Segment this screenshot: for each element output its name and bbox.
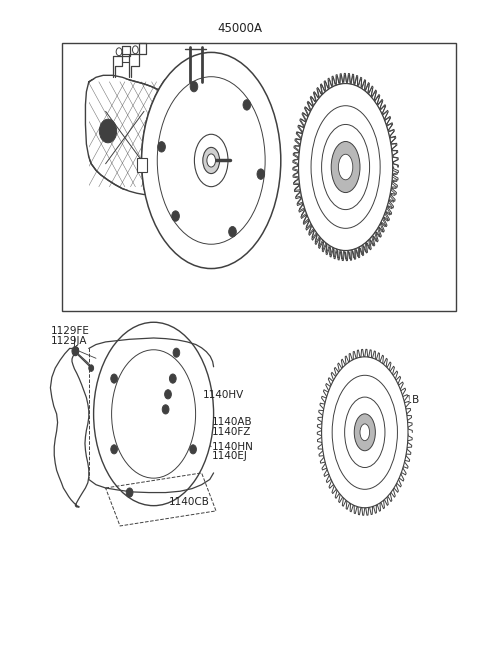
Circle shape [162, 405, 169, 414]
Text: 42121B: 42121B [379, 394, 420, 405]
Ellipse shape [142, 52, 281, 269]
Circle shape [169, 374, 176, 383]
Circle shape [111, 374, 118, 383]
Ellipse shape [322, 124, 370, 210]
Text: 1140AB: 1140AB [212, 417, 253, 428]
Circle shape [172, 211, 180, 221]
Ellipse shape [360, 424, 370, 441]
Ellipse shape [311, 105, 380, 229]
Text: 1140HN: 1140HN [212, 441, 254, 452]
Bar [180, 0, 480, 655]
Circle shape [72, 346, 79, 356]
Ellipse shape [207, 154, 216, 167]
Text: 1140CB: 1140CB [169, 497, 210, 508]
Polygon shape [317, 349, 412, 515]
Circle shape [89, 365, 94, 371]
Circle shape [190, 81, 198, 92]
Circle shape [173, 348, 180, 357]
Ellipse shape [331, 141, 360, 193]
Text: 1129JA: 1129JA [50, 335, 87, 346]
Ellipse shape [322, 357, 408, 508]
Text: 1129FE: 1129FE [50, 326, 89, 337]
Ellipse shape [332, 375, 397, 489]
Ellipse shape [194, 134, 228, 187]
Circle shape [111, 445, 118, 454]
Ellipse shape [311, 105, 380, 229]
Bar [89, 79, 180, 190]
Ellipse shape [299, 84, 393, 250]
Ellipse shape [94, 322, 214, 506]
Bar [0, 190, 480, 655]
Polygon shape [293, 73, 398, 261]
Ellipse shape [157, 77, 265, 244]
Circle shape [165, 390, 171, 399]
Text: 1140FZ: 1140FZ [212, 426, 252, 437]
Ellipse shape [338, 155, 353, 179]
Text: 45000A: 45000A [217, 22, 263, 35]
Circle shape [257, 169, 264, 179]
Ellipse shape [322, 124, 370, 210]
Circle shape [190, 445, 196, 454]
Circle shape [158, 141, 166, 152]
Ellipse shape [354, 414, 375, 451]
Bar [0, 0, 480, 79]
Bar [62, 43, 456, 311]
Text: 1140EJ: 1140EJ [212, 451, 248, 461]
Bar [62, 43, 456, 311]
Circle shape [99, 119, 117, 143]
Ellipse shape [331, 141, 360, 193]
Ellipse shape [338, 155, 353, 179]
Ellipse shape [203, 147, 219, 174]
Circle shape [228, 227, 236, 237]
Circle shape [126, 488, 133, 497]
Bar [0, 0, 89, 655]
Text: 1140HV: 1140HV [203, 390, 244, 400]
Circle shape [243, 100, 251, 110]
Ellipse shape [299, 84, 393, 250]
Ellipse shape [345, 397, 385, 468]
Ellipse shape [111, 350, 196, 478]
Circle shape [376, 417, 382, 425]
FancyBboxPatch shape [137, 158, 147, 172]
Ellipse shape [142, 52, 281, 269]
